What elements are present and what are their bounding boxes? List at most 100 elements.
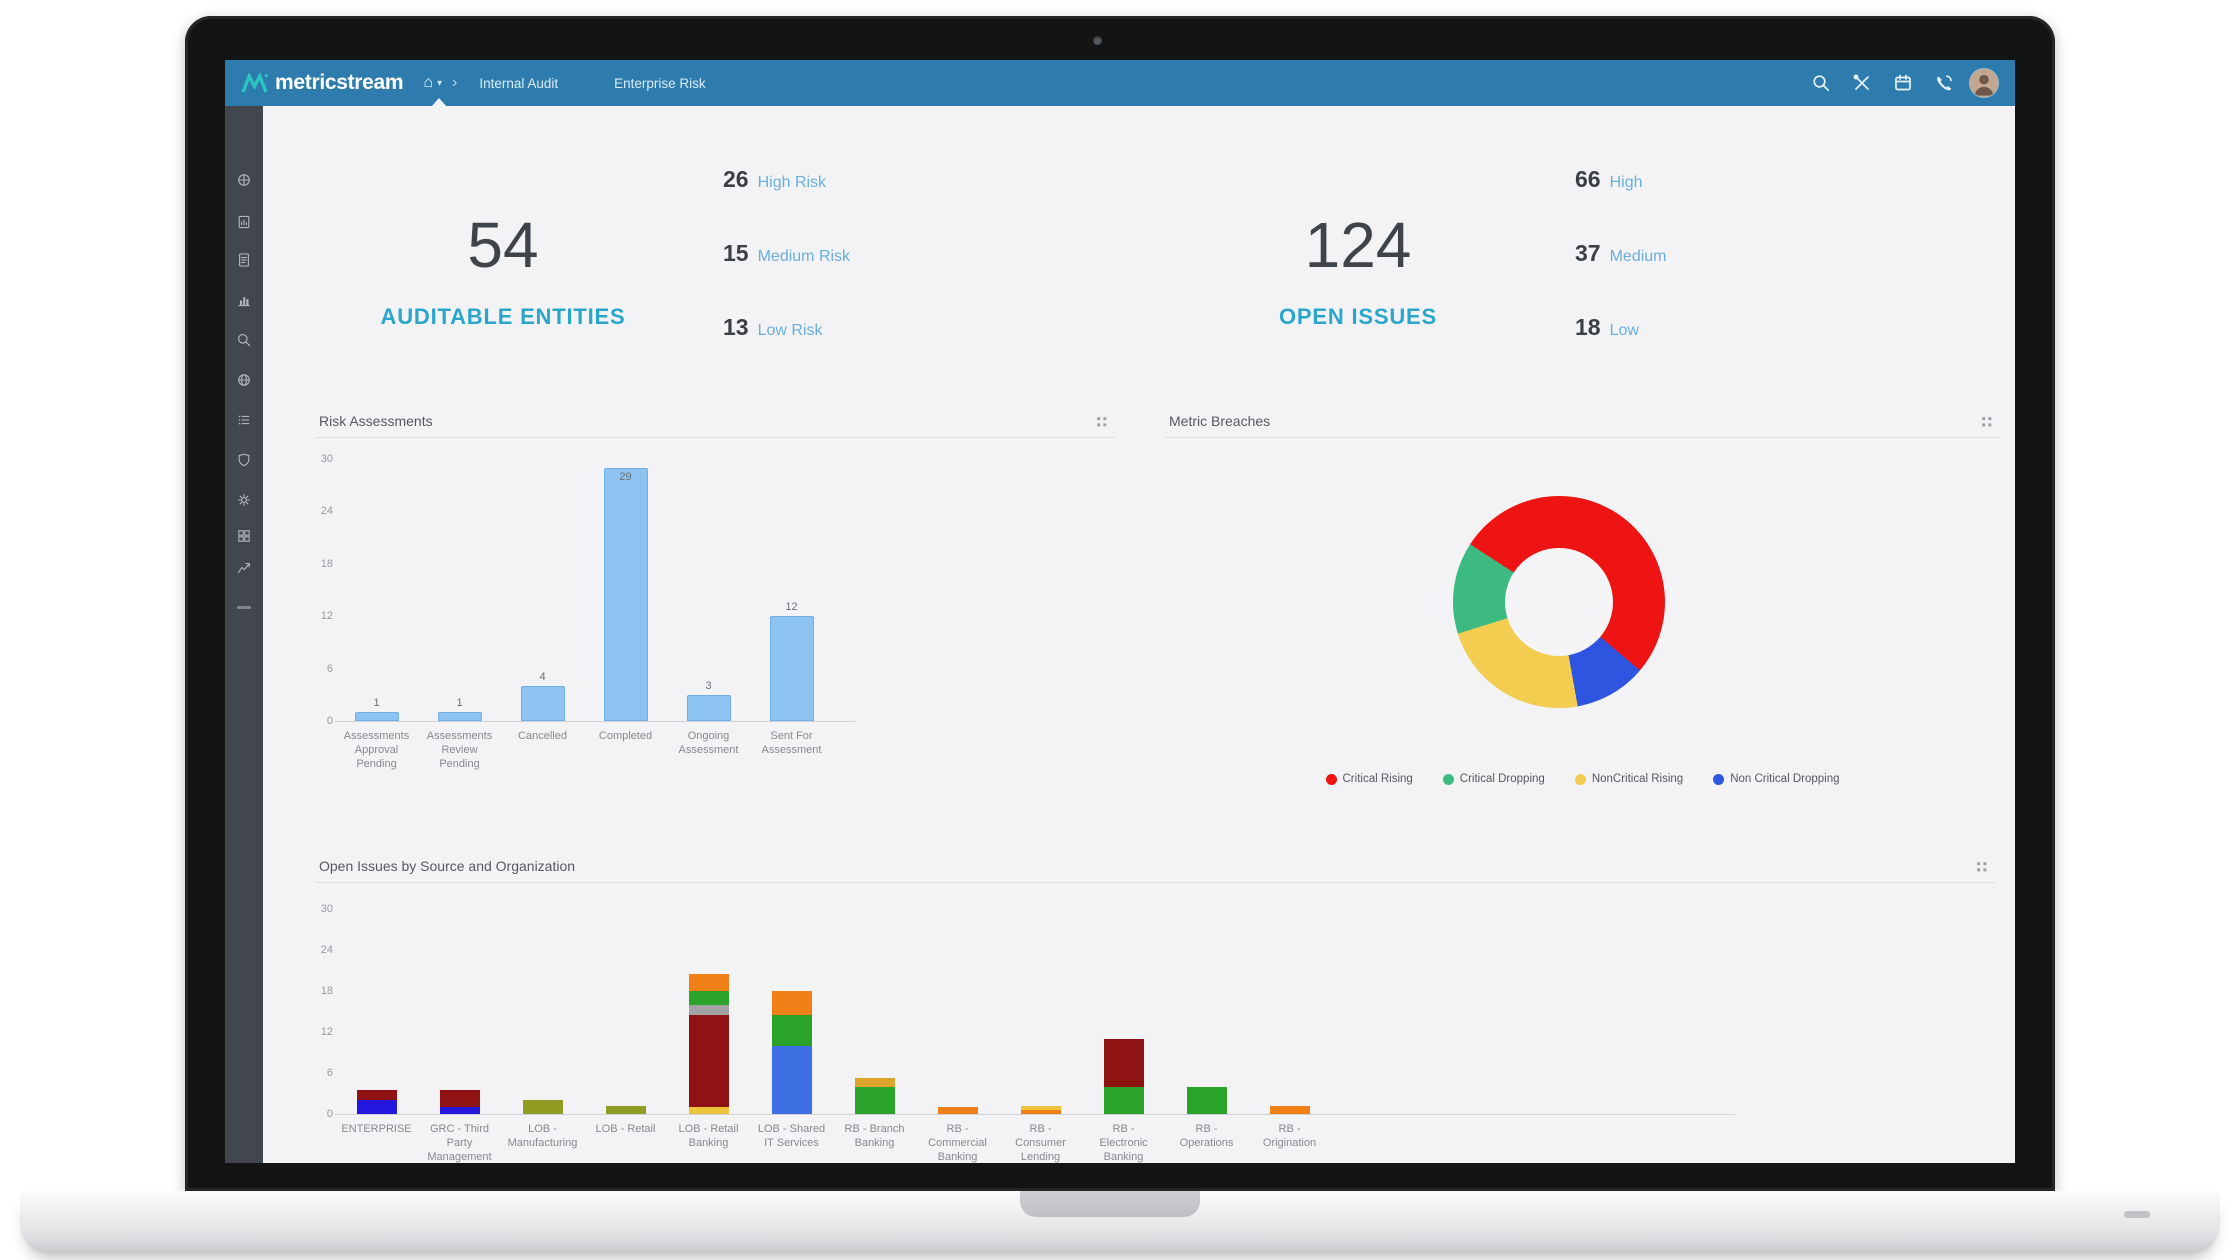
user-avatar[interactable] (1969, 68, 1999, 98)
high-risk-count: 26 (723, 166, 749, 192)
y-tick-label: 12 (320, 610, 333, 623)
search-icon[interactable] (1805, 68, 1837, 98)
sidebar-item-list[interactable] (236, 412, 252, 428)
bar-assessments-approval-pending[interactable] (354, 712, 399, 721)
category-label-ongoing-assessment: Ongoing Assessment (678, 730, 739, 756)
kpi-breakdown-medium-risk[interactable]: 15 Medium Risk (723, 240, 850, 267)
kpi-breakdown-low-risk[interactable]: 13 Low Risk (723, 314, 823, 341)
panel-risk-assessments-header: Risk Assessments (315, 410, 1115, 438)
kpi-breakdown-high[interactable]: 66 High (1575, 166, 1643, 193)
category-label-enterprise: ENTERPRISE (341, 1123, 412, 1135)
plot-area (335, 909, 1331, 1114)
stacked-bar-rb-electronic-banking[interactable] (1103, 1038, 1144, 1114)
bar-slot (1082, 909, 1165, 1114)
category-label-assessments-review-pending: Assessments Review Pending (426, 730, 493, 770)
navbar-right-icons (1805, 60, 1999, 106)
sidebar-item-globe[interactable] (236, 372, 252, 388)
kpi-auditable-entities-label[interactable]: AUDITABLE ENTITIES (380, 304, 626, 329)
bar-cancelled[interactable] (520, 686, 565, 721)
bar-value-label: 4 (539, 671, 546, 684)
breadcrumb-separator-icon: › (452, 74, 458, 91)
bar-assessments-review-pending[interactable] (437, 712, 482, 721)
bar-value-label: 3 (705, 679, 712, 692)
kpi-breakdown-medium[interactable]: 37 Medium (1575, 240, 1667, 267)
segment-green (854, 1086, 895, 1114)
segment-yellow (688, 1107, 729, 1114)
stacked-bar-rb-commercial-banking[interactable] (937, 1107, 978, 1114)
sidebar-item-chart[interactable] (236, 292, 252, 308)
calendar-icon[interactable] (1887, 68, 1919, 98)
sidebar-item-shield[interactable] (236, 452, 252, 468)
nav-item-internal-audit[interactable]: Internal Audit (479, 75, 559, 91)
kpi-open-issues-label[interactable]: OPEN ISSUES (1279, 304, 1437, 329)
category-label-assessments-approval-pending: Assessments Approval Pending (343, 730, 410, 770)
y-tick-label: 30 (320, 453, 333, 465)
segment-olive (522, 1100, 563, 1114)
sidebar-item-dashboard[interactable] (236, 172, 252, 188)
bar-completed[interactable] (603, 467, 648, 721)
panel-title-metric-breaches: Metric Breaches (1169, 413, 1271, 429)
segment-darkred (356, 1090, 397, 1101)
panel-metric-breaches: Metric Breaches Critical Rising Critical … (1165, 410, 2000, 840)
donut[interactable] (1453, 496, 1665, 708)
stacked-bar-rb-origination[interactable] (1269, 1105, 1310, 1114)
phone-icon[interactable] (1928, 68, 1960, 98)
legend-item-critical-rising[interactable]: Critical Rising (1325, 773, 1413, 785)
panel-title-risk-assessments: Risk Assessments (319, 413, 433, 429)
legend-item-critical-dropping[interactable]: Critical Dropping (1442, 773, 1545, 785)
stacked-bar-rb-branch-banking[interactable] (854, 1078, 895, 1114)
sidebar-item-grid[interactable] (236, 528, 252, 544)
kpi-breakdown-low[interactable]: 18 Low (1575, 314, 1639, 341)
legend-dot (1574, 773, 1586, 785)
bar-slot: 1 (418, 459, 501, 721)
expand-icon[interactable] (1095, 415, 1109, 429)
home-menu[interactable]: ⌂ ▾ › (423, 74, 457, 92)
sidebar-item-settings[interactable] (236, 492, 252, 508)
legend-dot (1713, 773, 1725, 785)
tools-icon[interactable] (1846, 68, 1878, 98)
sidebar-item-search[interactable] (236, 332, 252, 348)
legend-label: Critical Dropping (1459, 773, 1545, 785)
segment-green (1186, 1086, 1227, 1114)
expand-icon[interactable] (1980, 415, 1994, 429)
sidebar-item-trend[interactable] (236, 560, 252, 576)
nav-item-enterprise-risk[interactable]: Enterprise Risk (614, 75, 706, 91)
segment-orange (771, 991, 812, 1015)
stacked-bar-grc-third-party-management[interactable] (439, 1090, 480, 1114)
legend-item-non-critical-dropping[interactable]: Non Critical Dropping (1713, 773, 1840, 785)
webcam-dot (1093, 36, 1102, 45)
top-navbar: metricstream ⌂ ▾ › Internal Audit Enterp… (225, 60, 2015, 106)
stacked-bar-lob-retail[interactable] (605, 1105, 646, 1114)
x-axis-line (335, 721, 855, 722)
category-label-rb-electronic-banking: RB - Electronic Banking (1099, 1123, 1148, 1163)
segment-orange (688, 973, 729, 992)
stacked-bar-enterprise[interactable] (356, 1090, 397, 1114)
segment-darkblue (439, 1107, 480, 1114)
bar-sent-for-assessment[interactable] (769, 616, 814, 721)
bar-ongoing-assessment[interactable] (686, 694, 731, 721)
metricstream-logo[interactable]: metricstream (241, 71, 404, 95)
segment-yellow (1020, 1105, 1061, 1110)
y-tick-label: 0 (326, 715, 333, 727)
expand-icon[interactable] (1975, 860, 1989, 874)
y-tick-label: 24 (320, 944, 333, 956)
kpi-breakdown-high-risk[interactable]: 26 High Risk (723, 166, 826, 193)
category-label-rb-branch-banking: RB - Branch Banking (844, 1123, 905, 1149)
bar-slot (667, 909, 750, 1114)
low-count: 18 (1575, 314, 1601, 340)
legend-item-noncritical-rising[interactable]: NonCritical Rising (1574, 773, 1684, 785)
bar-slot (1165, 909, 1248, 1114)
sidebar-item-document[interactable] (236, 252, 252, 268)
stacked-bar-lob-retail-banking[interactable] (688, 973, 729, 1114)
sidebar-item-report[interactable] (236, 214, 252, 230)
legend-label: NonCritical Rising (1591, 773, 1684, 785)
high-count: 66 (1575, 166, 1601, 192)
stacked-bar-rb-operations[interactable] (1186, 1086, 1227, 1114)
risk-assessments-bar-chart: 0 6 12 18 24 30 1 1 4 29 3 12 Assessments Approval P… (315, 438, 1115, 838)
sidebar-collapse-handle[interactable] (237, 606, 251, 609)
stacked-bar-lob-manufacturing[interactable] (522, 1100, 563, 1114)
stacked-bar-rb-consumer-lending[interactable] (1020, 1105, 1061, 1114)
category-label-lob-retail-banking: LOB - Retail Banking (678, 1123, 739, 1149)
bar-value-label: 1 (373, 697, 380, 710)
stacked-bar-lob-shared-it-services[interactable] (771, 991, 812, 1114)
